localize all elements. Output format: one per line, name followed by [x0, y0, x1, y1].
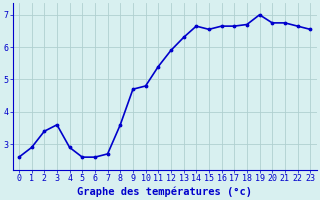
X-axis label: Graphe des températures (°c): Graphe des températures (°c)	[77, 186, 252, 197]
